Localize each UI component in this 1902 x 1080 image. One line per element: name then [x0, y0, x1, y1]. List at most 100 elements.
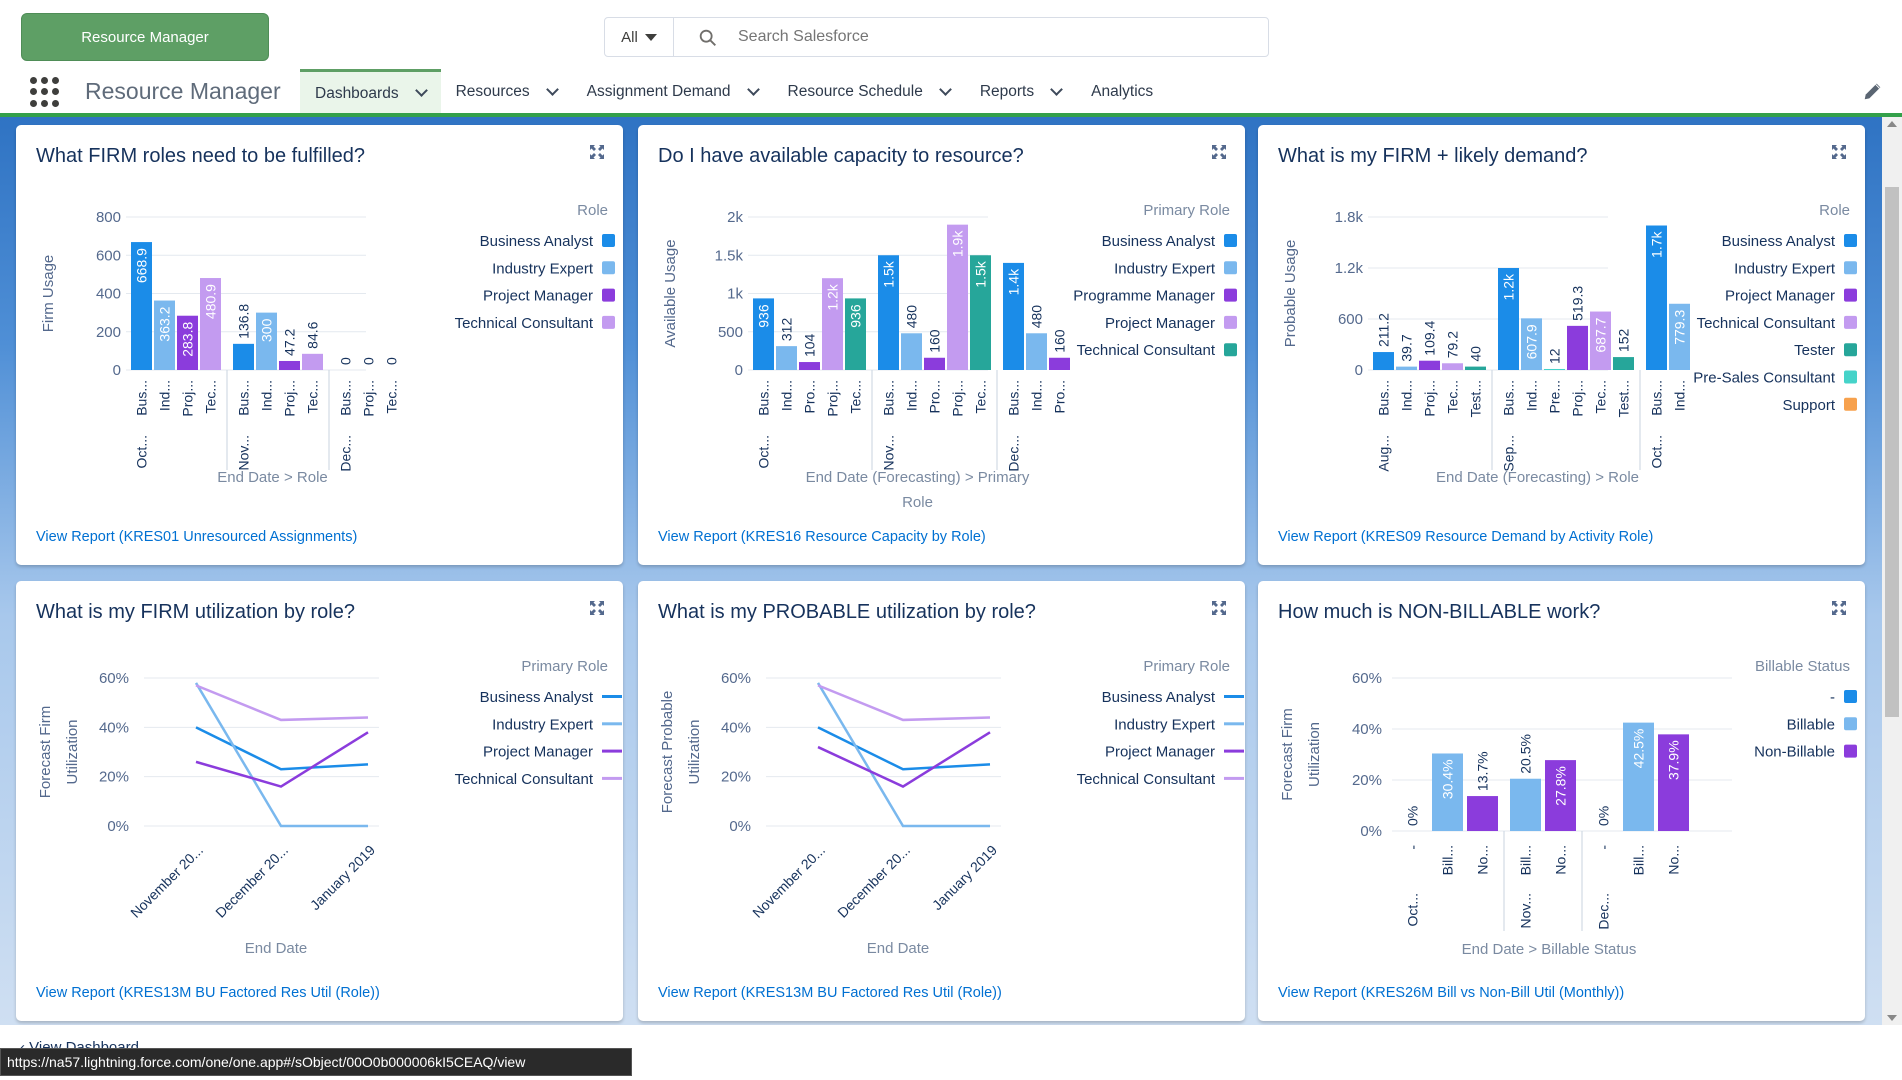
bar[interactable] [878, 255, 899, 370]
series-line[interactable] [195, 684, 369, 722]
series-line[interactable] [817, 684, 991, 722]
scroll-down-arrow[interactable] [1887, 1015, 1897, 1021]
bar[interactable] [1567, 325, 1588, 370]
series-line[interactable] [817, 731, 991, 788]
group-label: Oct... [1649, 435, 1665, 468]
bar[interactable] [131, 242, 152, 370]
bar[interactable] [1544, 368, 1565, 370]
bar-value-label: 0 [338, 357, 354, 365]
tab-assignment-demand[interactable]: Assignment Demand [572, 69, 773, 115]
bar[interactable] [1590, 311, 1611, 370]
expand-icon[interactable] [1211, 144, 1227, 160]
bar[interactable] [256, 312, 277, 370]
tab-resources[interactable]: Resources [441, 69, 572, 115]
chart: Forecast Probable Utilization 0% 20% 40% 60% N… [659, 658, 1244, 957]
bar[interactable] [970, 255, 991, 370]
expand-icon[interactable] [1831, 144, 1847, 160]
y-tick-label: 1.5k [715, 247, 744, 264]
app-launcher-grid-icon[interactable] [30, 77, 60, 107]
bar[interactable] [1465, 366, 1486, 370]
chevron-down-icon[interactable] [938, 82, 952, 96]
bar[interactable] [1419, 360, 1440, 370]
series-line[interactable] [817, 726, 991, 771]
bar[interactable] [1545, 760, 1576, 831]
bar[interactable] [1613, 357, 1634, 370]
bar[interactable] [1049, 357, 1070, 370]
expand-icon[interactable] [1831, 600, 1847, 616]
x-tick-label: Ind... [157, 380, 173, 411]
legend-swatch [1844, 261, 1857, 275]
edit-nav-pencil-icon[interactable] [1862, 80, 1884, 102]
series-line[interactable] [195, 731, 369, 788]
scrollbar[interactable] [1882, 117, 1902, 1025]
x-tick-label: Bill... [1518, 845, 1534, 875]
legend-item-label: Tester [1794, 342, 1835, 359]
bar[interactable] [845, 298, 866, 370]
expand-icon[interactable] [589, 144, 605, 160]
bar[interactable] [1521, 318, 1542, 370]
bar[interactable] [924, 357, 945, 370]
y-tick-label: 60% [1352, 670, 1382, 687]
bar-value-label: 79.2 [1445, 331, 1461, 358]
chevron-down-icon[interactable] [414, 84, 428, 97]
bar[interactable] [822, 278, 843, 370]
bar[interactable] [154, 300, 175, 370]
group-label: Oct... [756, 435, 772, 468]
view-report-link[interactable]: View Report (KRES16 Resource Capacity by… [658, 529, 986, 545]
bar[interactable] [1658, 734, 1689, 831]
bar[interactable] [901, 333, 922, 370]
x-tick-label: - [1405, 845, 1421, 850]
bar[interactable] [279, 360, 300, 370]
bar[interactable] [302, 353, 323, 370]
bar[interactable] [1669, 303, 1690, 370]
bar[interactable] [1003, 262, 1024, 370]
bar[interactable] [1646, 225, 1667, 371]
series-line[interactable] [816, 682, 990, 828]
bar[interactable] [233, 343, 254, 370]
view-report-link[interactable]: View Report (KRES13M BU Factored Res Uti… [36, 985, 380, 1001]
bar[interactable] [1432, 753, 1463, 831]
bar[interactable] [753, 298, 774, 370]
app-launcher-button[interactable]: Resource Manager [21, 13, 269, 61]
bar[interactable] [776, 346, 797, 370]
bar[interactable] [1623, 722, 1654, 831]
bar[interactable] [1396, 366, 1417, 370]
bar[interactable] [1467, 796, 1498, 831]
bar[interactable] [947, 224, 968, 370]
view-report-link[interactable]: View Report (KRES09 Resource Demand by A… [1278, 529, 1654, 545]
view-report-link[interactable]: View Report (KRES26M Bill vs Non-Bill Ut… [1278, 985, 1625, 1001]
tab-label: Analytics [1091, 83, 1154, 100]
series-line[interactable] [194, 682, 368, 828]
bar[interactable] [1026, 333, 1047, 370]
tab-reports[interactable]: Reports [965, 69, 1076, 115]
bar[interactable] [799, 362, 820, 370]
bar[interactable] [200, 278, 221, 370]
search-scope-dropdown[interactable]: All [605, 18, 674, 56]
legend-swatch [1844, 744, 1857, 758]
series-line[interactable] [195, 726, 369, 771]
bar[interactable] [1498, 268, 1519, 370]
x-tick-label: No... [1666, 845, 1682, 875]
x-tick-label: December 20... [212, 842, 291, 921]
scroll-up-arrow[interactable] [1887, 121, 1897, 127]
expand-icon[interactable] [1211, 600, 1227, 616]
view-report-link[interactable]: View Report (KRES01 Unresourced Assignme… [36, 529, 358, 545]
chevron-down-icon[interactable] [746, 82, 760, 96]
chevron-down-icon[interactable] [1050, 82, 1063, 96]
legend-title: Billable Status [1755, 658, 1850, 675]
view-report-link[interactable]: View Report (KRES13M BU Factored Res Uti… [658, 985, 1002, 1001]
scrollbar-thumb[interactable] [1885, 187, 1899, 717]
tab-analytics[interactable]: Analytics [1076, 69, 1168, 115]
chevron-down-icon[interactable] [545, 82, 559, 96]
search-input[interactable] [674, 18, 1268, 56]
expand-icon[interactable] [589, 600, 605, 616]
group-label: Nov... [881, 435, 897, 471]
bar[interactable] [1373, 352, 1394, 370]
tab-dashboards[interactable]: Dashboards [300, 69, 441, 115]
bar[interactable] [1442, 363, 1463, 370]
bar-value-label: 109.4 [1422, 320, 1438, 355]
x-tick-label: Bill... [1440, 845, 1456, 875]
bar[interactable] [1510, 778, 1541, 831]
bar[interactable] [177, 315, 198, 370]
tab-resource-schedule[interactable]: Resource Schedule [773, 69, 965, 115]
